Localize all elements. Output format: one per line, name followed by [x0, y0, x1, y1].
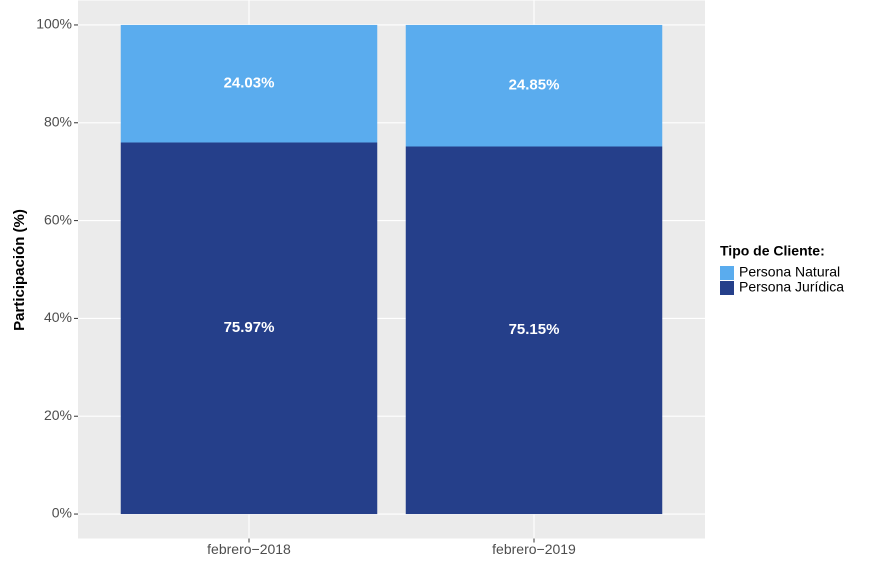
legend-swatch: [720, 266, 734, 280]
x-tick-label: febrero−2019: [492, 541, 576, 557]
y-tick-label: 20%: [44, 407, 72, 423]
legend-swatch: [720, 281, 734, 295]
data-label: 24.03%: [224, 75, 275, 92]
bar-segment: [405, 24, 663, 147]
data-label: 75.15%: [509, 321, 560, 338]
y-tick-label: 60%: [44, 211, 72, 227]
y-tick-label: 40%: [44, 309, 72, 325]
y-tick-label: 100%: [36, 16, 72, 32]
legend-title: Tipo de Cliente:: [720, 243, 825, 259]
bar-segment: [120, 142, 378, 515]
y-tick-label: 0%: [52, 505, 72, 521]
y-axis-title: Participación (%): [11, 209, 28, 331]
legend-label: Persona Natural: [739, 264, 840, 280]
legend-label: Persona Jurídica: [739, 279, 844, 295]
y-tick-label: 80%: [44, 113, 72, 129]
data-label: 75.97%: [224, 319, 275, 336]
x-tick-label: febrero−2018: [207, 541, 291, 557]
data-label: 24.85%: [509, 77, 560, 94]
bar-segment: [120, 24, 378, 143]
bar-segment: [405, 146, 663, 515]
